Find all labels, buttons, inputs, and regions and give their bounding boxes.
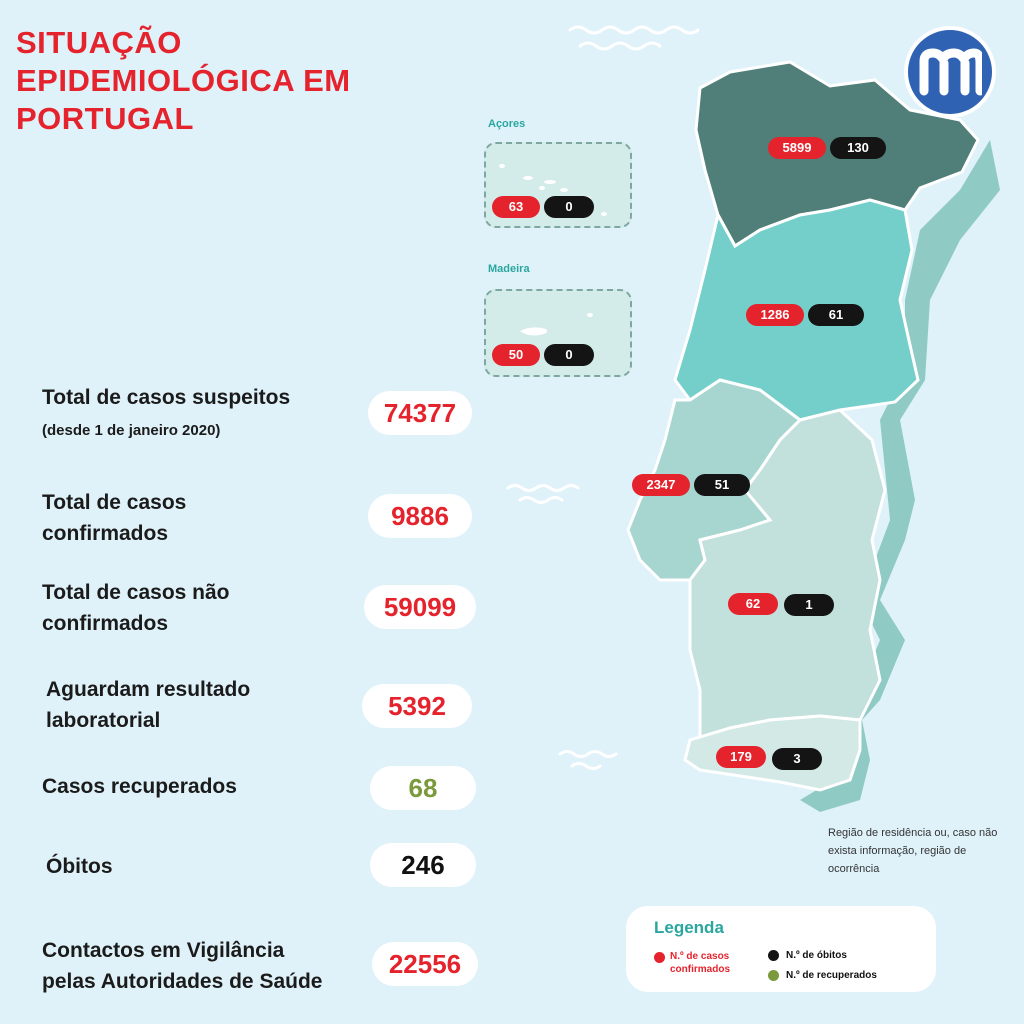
stat-value-obitos: 246 [370,843,476,887]
stat-label-contactos: Contactos em Vigilância pelas Autoridade… [42,939,323,993]
acores-deaths-badge: 0 [544,196,594,218]
inset-map-acores: 63 0 [484,142,632,228]
norte-cases-badge: 5899 [768,137,826,159]
lisboa-cases-badge: 2347 [632,474,690,496]
norte-deaths-badge: 130 [830,137,886,159]
madeira-cases-badge: 50 [492,344,540,366]
stat-label-recuperados: Casos recuperados [42,775,237,798]
legend-recovered-dot-icon [768,970,779,981]
stat-label-suspeitos: Total de casos suspeitos (desde 1 de jan… [42,386,291,439]
centro-deaths-badge: 61 [808,304,864,326]
stat-note-suspeitos: (desde 1 de janeiro 2020) [42,422,221,439]
m-logo-glyph [919,48,982,96]
algarve-deaths-badge: 3 [772,748,822,770]
legend-cases-label: N.º de casos confirmados [670,951,731,975]
stat-value-contactos: 22556 [372,942,478,986]
inset-title-madeira: Madeira [488,263,530,275]
centro-cases-badge: 1286 [746,304,804,326]
madeira-deaths-badge: 0 [544,344,594,366]
m-logo-icon [904,26,996,118]
stat-value-suspeitos: 74377 [368,391,472,435]
stat-value-confirmados: 9886 [368,494,472,538]
stat-label-obitos: Óbitos [46,855,113,878]
algarve-cases-badge: 179 [716,746,766,768]
stat-value-aguardam: 5392 [362,684,472,728]
legend: Legenda N.º de casos confirmados N.º de … [626,906,936,992]
alentejo-cases-badge: 62 [728,593,778,615]
acores-cases-badge: 63 [492,196,540,218]
stat-label-nao-confirmados: Total de casos não confirmados [42,581,230,635]
legend-recovered-label: N.º de recuperados [786,970,877,981]
stat-value-recuperados: 68 [370,766,476,810]
lisboa-deaths-badge: 51 [694,474,750,496]
alentejo-deaths-badge: 1 [784,594,834,616]
stat-value-nao-confirmados: 59099 [364,585,476,629]
stat-label-confirmados: Total de casos confirmados [42,491,187,545]
legend-title: Legenda [654,918,724,937]
legend-deaths-label: N.º de óbitos [786,950,847,961]
page-title: SITUAÇÃO EPIDEMIOLÓGICA EM PORTUGAL [16,25,351,136]
legend-deaths-dot-icon [768,950,779,961]
stat-label-aguardam: Aguardam resultado laboratorial [46,678,251,732]
inset-title-acores: Açores [488,118,526,130]
legend-cases-dot-icon [654,952,665,963]
inset-map-madeira: 50 0 [484,289,632,377]
madeira-islands [520,313,593,336]
map-note: Região de residência ou, caso não exista… [828,827,998,875]
